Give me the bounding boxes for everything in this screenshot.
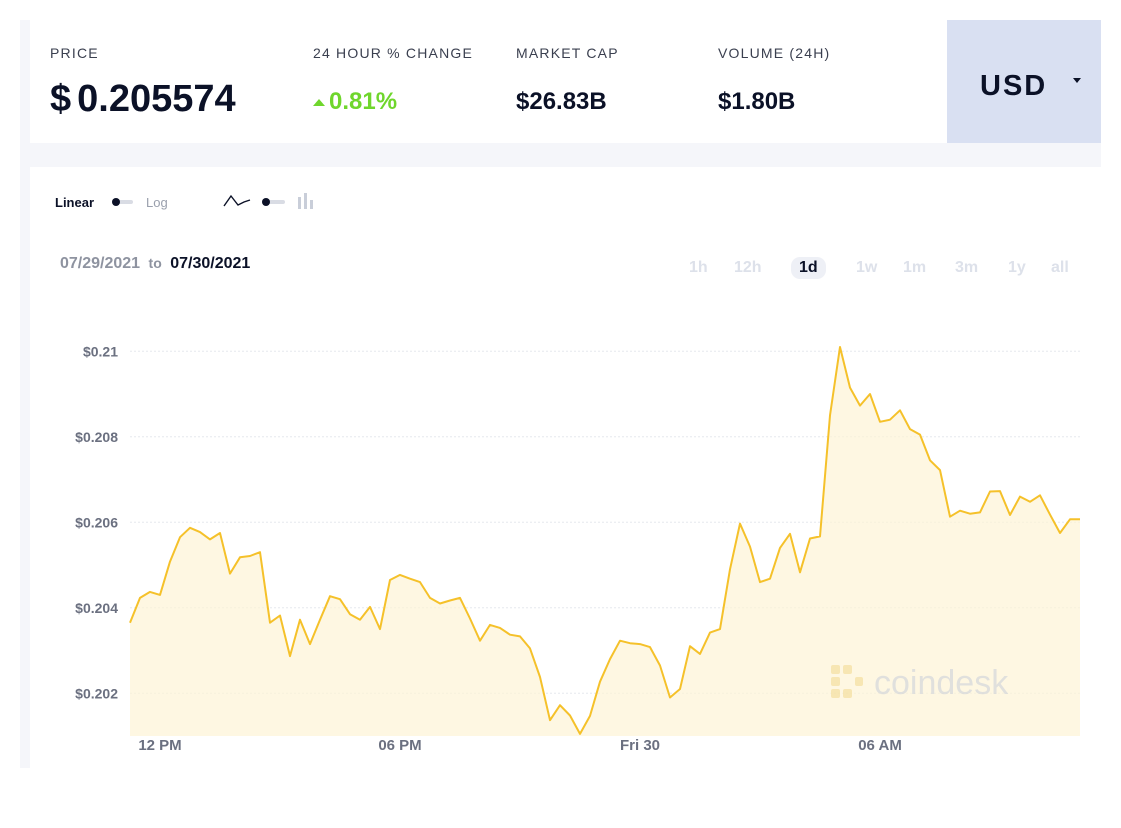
currency-dropdown[interactable]: USD bbox=[947, 20, 1101, 143]
price-value: $0.205574 bbox=[50, 78, 236, 121]
tab-1m[interactable]: 1m bbox=[903, 259, 927, 276]
scale-log-option[interactable]: Log bbox=[146, 195, 168, 210]
date-range: 07/29/2021 to 07/30/2021 bbox=[60, 255, 250, 273]
chart-style-toggle-switch[interactable] bbox=[262, 197, 286, 207]
caret-down-icon bbox=[1073, 78, 1081, 83]
y-tick-label: $0.208 bbox=[75, 429, 118, 445]
tab-3m[interactable]: 3m bbox=[955, 259, 979, 276]
x-tick-label: Fri 30 bbox=[620, 737, 660, 754]
y-tick-label: $0.204 bbox=[75, 600, 118, 616]
price-area-fill bbox=[130, 347, 1080, 736]
stats-bar: PRICE $0.205574 24 HOUR % CHANGE 0.81% M… bbox=[30, 20, 947, 143]
line-chart-icon[interactable] bbox=[223, 193, 251, 209]
scale-linear-option[interactable]: Linear bbox=[55, 195, 95, 210]
tab-all[interactable]: all bbox=[1051, 259, 1069, 276]
y-tick-label: $0.21 bbox=[83, 343, 118, 359]
coindesk-watermark: coindesk bbox=[874, 664, 1009, 702]
x-tick-label: 12 PM bbox=[138, 737, 181, 754]
coindesk-logo: coindesk bbox=[831, 664, 1009, 702]
currency-selected: USD bbox=[980, 70, 1048, 102]
price-number: 0.205574 bbox=[77, 78, 236, 120]
y-tick-label: $0.202 bbox=[75, 685, 118, 701]
tab-1y[interactable]: 1y bbox=[1008, 259, 1026, 276]
tab-12h[interactable]: 12h bbox=[734, 259, 762, 276]
date-from: 07/29/2021 bbox=[60, 255, 141, 272]
date-to-word: to bbox=[148, 255, 162, 271]
scale-toggle-switch[interactable] bbox=[112, 197, 134, 207]
market-cap-value: $26.83B bbox=[516, 88, 607, 115]
market-cap-label: MARKET CAP bbox=[516, 45, 619, 61]
x-tick-label: 06 AM bbox=[858, 737, 902, 754]
x-tick-label: 06 PM bbox=[378, 737, 421, 754]
price-line bbox=[129, 346, 1080, 735]
tab-1d[interactable]: 1d bbox=[791, 257, 826, 279]
change-percent: 0.81% bbox=[329, 88, 398, 115]
tab-1h[interactable]: 1h bbox=[689, 259, 708, 276]
volume-label: VOLUME (24H) bbox=[718, 45, 831, 61]
price-label: PRICE bbox=[50, 45, 99, 61]
volume-value: $1.80B bbox=[718, 88, 796, 115]
triangle-up-icon bbox=[313, 99, 325, 107]
change-label: 24 HOUR % CHANGE bbox=[313, 45, 474, 61]
y-tick-label: $0.206 bbox=[75, 514, 118, 530]
candlestick-icon[interactable] bbox=[297, 191, 315, 211]
date-to: 07/30/2021 bbox=[170, 255, 251, 272]
coindesk-logo-mark bbox=[831, 665, 863, 698]
price-currency-symbol: $ bbox=[50, 78, 72, 120]
change-value: 0.81% bbox=[313, 88, 397, 116]
tab-1w[interactable]: 1w bbox=[856, 259, 878, 276]
